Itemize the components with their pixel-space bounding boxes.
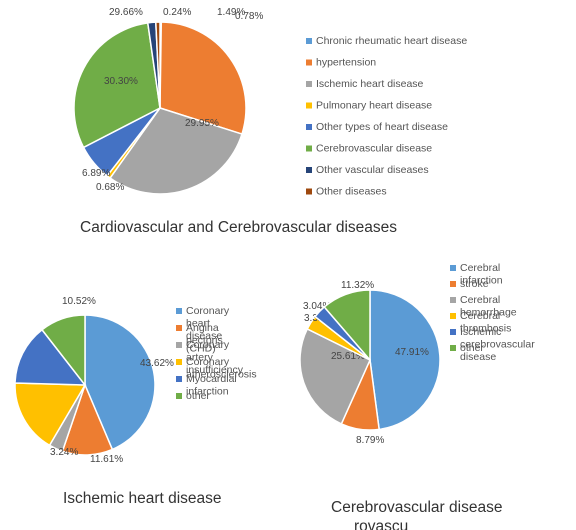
- legend-label-coronary-heart-disease-chd: Coronary heart disease (CHD): [186, 305, 230, 355]
- chart-title-cerebrovascular: Cerebrovascular disease: [331, 499, 502, 516]
- legend-swatch-other: [176, 393, 182, 399]
- legend-swatch-other-types-of-heart-disease: [306, 124, 312, 130]
- data-label-hypertension: 29.66%: [109, 7, 143, 18]
- legend-swatch-coronary-atherosclerosis: [176, 359, 182, 365]
- legend-label-other-diseases: Other diseases: [316, 186, 387, 198]
- legend-swatch-coronary-heart-disease-chd: [176, 308, 182, 314]
- pie-slice-myocardial-infarction: [14, 328, 87, 386]
- legend-label-coronary-atherosclerosis: Coronary atherosclerosis: [186, 356, 257, 381]
- legend-swatch-stroke: [450, 281, 456, 287]
- pie-slice-cerebral-hemorrhage: [299, 327, 371, 425]
- legend-swatch-ischemic-cerebrovascular-disease: [450, 329, 456, 335]
- data-label-chronic-rheumatic-heart-disease: 0.24%: [163, 7, 191, 18]
- legend-swatch-cerebral-hemorrhage: [450, 297, 456, 303]
- pie-chart-cerebrovascular: 47.91% Cerebral infarction 8.79% stroke 25.61…: [299, 262, 535, 446]
- pie-slice-hypertension: [159, 21, 247, 136]
- legend-label-cerebral-hemorrhage: Cerebral hemorrhage: [460, 294, 517, 319]
- legend-swatch-other: [450, 345, 456, 351]
- legend-label-pulmonary-heart-disease: Pulmonary heart disease: [316, 100, 432, 112]
- pie-slice-other: [40, 314, 86, 388]
- data-label-coronary-heart-disease-chd: 43.62%: [140, 358, 174, 369]
- chart-title-cardiovascular: Cardiovascular and Cerebrovascular disea…: [80, 219, 397, 236]
- legend-label-hypertension: hypertension: [316, 57, 376, 69]
- legend-swatch-ischemic-heart-disease: [306, 81, 312, 87]
- pie-slice-cerebrovascular-disease: [73, 22, 161, 149]
- pie-slice-cerebral-infarction: [369, 289, 441, 431]
- data-label-pulmonary-heart-disease: 0.68%: [96, 182, 124, 193]
- legend-swatch-hypertension: [306, 59, 312, 66]
- legend-swatch-other-vascular-diseases: [306, 167, 312, 173]
- legend-label-chronic-rheumatic-heart-disease: Chronic rheumatic heart disease: [316, 35, 467, 47]
- legend-label-other: other: [186, 390, 210, 402]
- legend-label-other-vascular-diseases: Other vascular diseases: [316, 164, 429, 176]
- legend-label-ischemic-cerebrovascular-disease: Ischemic cerebrovascular disease: [460, 326, 535, 363]
- legend-swatch-pulmonary-heart-disease: [306, 102, 312, 109]
- data-label-coronary-artery-insufficiency: 3.24%: [50, 447, 78, 458]
- legend-label-myocardial-infarction: Myocardial infarction: [186, 373, 237, 398]
- chart-title-ischemic-heart: Ischemic heart disease: [63, 490, 222, 507]
- data-label-other-diseases: 0.78%: [235, 11, 263, 22]
- legend-label-coronary-artery-insufficiency: Coronary artery insufficiency: [186, 339, 244, 376]
- legend-swatch-angina-pectoris: [176, 325, 182, 331]
- footer-fragment: rovascu: [354, 518, 408, 530]
- data-label-other-types-of-heart-disease: 6.89%: [82, 168, 110, 179]
- pie-slice-coronary-atherosclerosis: [14, 382, 87, 447]
- legend-label-angina-pectoris: Angina pectoris: [186, 322, 223, 347]
- data-label-ischemic-cerebrovascular-disease: 3.04%: [303, 301, 331, 312]
- legend-label-stroke: stroke: [460, 278, 489, 290]
- legend-swatch-chronic-rheumatic-heart-disease: [306, 38, 312, 44]
- data-label-other: 10.52%: [62, 296, 96, 307]
- data-label-other: 11.32%: [341, 280, 374, 291]
- legend-swatch-cerebral-infarction: [450, 265, 456, 271]
- data-label-cerebral-hemorrhage: 25.61%: [331, 351, 365, 362]
- legend-label-other-types-of-heart-disease: Other types of heart disease: [316, 121, 448, 133]
- pie-chart-cardiovascular: 0.24% Chronic rheumatic heart disease 29.6…: [73, 7, 467, 198]
- legend-label-cerebrovascular-disease: Cerebrovascular disease: [316, 143, 432, 155]
- legend-swatch-cerebral-thrombosis: [450, 313, 456, 319]
- pie-slice-other-diseases: [155, 21, 161, 109]
- legend-label-ischemic-heart-disease: Ischemic heart disease: [316, 78, 424, 90]
- legend-label-cerebral-thrombosis: Cerebral thrombosis: [460, 310, 511, 335]
- pie-slice-other: [323, 289, 371, 363]
- data-label-stroke: 8.79%: [356, 435, 384, 446]
- data-label-other-vascular-diseases: 1.49%: [217, 7, 245, 18]
- legend-swatch-coronary-artery-insufficiency: [176, 342, 182, 348]
- data-label-ischemic-heart-disease: 29.95%: [185, 118, 219, 129]
- legend-swatch-cerebrovascular-disease: [306, 145, 312, 152]
- pie-slice-ischemic-heart-disease: [109, 107, 243, 195]
- data-label-cerebrovascular-disease: 30.30%: [104, 76, 138, 87]
- pie-slice-coronary-heart-disease-chd: [84, 314, 156, 451]
- legend-swatch-myocardial-infarction: [176, 376, 182, 382]
- data-label-cerebral-infarction: 47.91%: [395, 347, 429, 358]
- pie-chart-ischemic-heart: 43.62% Coronary heart disease (CHD) 11.61% Ang…: [14, 296, 257, 465]
- legend-label-other: other: [460, 342, 484, 354]
- legend-label-cerebral-infarction: Cerebral infarction: [460, 262, 503, 287]
- data-label-angina-pectoris: 11.61%: [90, 454, 123, 465]
- legend-swatch-other-diseases: [306, 188, 312, 195]
